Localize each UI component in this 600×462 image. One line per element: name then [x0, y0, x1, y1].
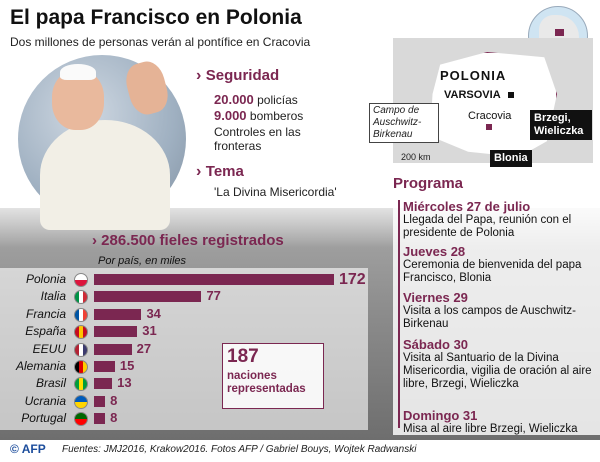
map-city-label: Cracovia [468, 110, 512, 122]
program-day-title: Jueves 28 [403, 244, 466, 259]
chevron-right-icon: › [196, 163, 202, 180]
map-brzegi-label: Brzegi, Wieliczka [530, 110, 592, 140]
flag-icon [74, 307, 88, 322]
bar-value-label: 77 [206, 288, 221, 304]
map-country-label: POLONIA [440, 68, 507, 83]
poland-highlight [555, 29, 564, 36]
footer [0, 440, 600, 462]
program-day-title: Domingo 31 [403, 408, 478, 423]
firefighter-label: bomberos [249, 109, 304, 123]
program-day-title: Sábado 30 [403, 337, 469, 352]
flag-icon [74, 394, 88, 409]
program-day-title: Viernes 29 [403, 290, 468, 305]
bar-chart: Polonia 172 Italia 77 Francia 34 España 31 EEUU 2… [0, 271, 380, 432]
bar [94, 413, 106, 425]
bar [94, 308, 142, 320]
firefighter-value: 9.000 [214, 108, 247, 123]
bar [94, 326, 138, 338]
bar-value-label: 15 [119, 358, 135, 373]
program-day-title: Miércoles 27 de julio [403, 199, 531, 214]
nations-text: naciones representadas [227, 370, 306, 395]
nations-box: 187 naciones representadas [222, 343, 324, 409]
police-label: policías [257, 93, 298, 107]
bar-label: Portugal [21, 411, 66, 426]
police-count: 20.000 policías [214, 92, 298, 107]
nations-number: 187 [227, 346, 259, 367]
capital-marker-icon [508, 92, 514, 98]
flag-icon [74, 412, 88, 427]
program-timeline [398, 200, 400, 428]
flag-icon [74, 325, 88, 340]
program-day: Jueves 28 Ceremonia de bienvenida del pa… [403, 244, 593, 285]
program-day-text: Visita a los campos de Auschwitz-Birkena… [403, 305, 577, 330]
program-day: Viernes 29 Visita a los campos de Auschw… [403, 290, 593, 331]
chart-subtitle: Por país, en miles [98, 255, 187, 267]
tema-title: Tema [205, 163, 244, 180]
pope-robe [40, 120, 170, 230]
flag-icon [74, 290, 88, 305]
bar-value-label: 172 [339, 271, 366, 288]
flag-icon [74, 342, 88, 357]
bar-value-label: 27 [136, 340, 152, 356]
program-day-text: Misa al aire libre Brzegi, Wieliczka [403, 423, 578, 435]
page-title: El papa Francisco en Polonia [10, 6, 302, 29]
pope-head [52, 70, 104, 130]
program-day-text: Visita al Santuario de la Divina Miseric… [403, 352, 592, 390]
seguridad-title: Seguridad [205, 67, 280, 84]
program-day-text: Llegada del Papa, reunión con el preside… [403, 214, 572, 239]
chevron-right-icon: › [92, 232, 97, 249]
bar [94, 343, 132, 355]
program-day: Domingo 31 Misa al aire libre Brzegi, Wi… [403, 408, 593, 436]
firefighter-count: 9.000 bomberos [214, 108, 303, 123]
seguridad-section: › Seguridad [196, 67, 279, 85]
tema-text: 'La Divina Misericordia' [214, 185, 337, 199]
police-value: 20.000 [214, 92, 254, 107]
city-marker-icon [486, 124, 492, 130]
bar-value-label: 31 [142, 323, 157, 339]
map-camp-label: Campo de Auschwitz-Birkenau [369, 103, 439, 143]
flag-icon [74, 360, 88, 374]
footer-sources: Fuentes: JMJ2016, Krakow2016. Fotos AFP … [62, 444, 417, 455]
bar-label: Alemania [15, 359, 66, 373]
program-day: Miércoles 27 de julio Llegada del Papa, … [403, 199, 593, 240]
bar-label: EEUU [32, 341, 66, 356]
chevron-right-icon: › [196, 67, 202, 84]
bar [94, 378, 113, 390]
chart-title: › 286.500 fieles registrados [92, 232, 284, 249]
flag-icon [74, 377, 88, 392]
bar-label: España [25, 324, 66, 339]
bar-value-label: 13 [117, 375, 132, 391]
program-title: Programa [393, 175, 464, 192]
bar-label: Italia [40, 289, 66, 304]
afp-logo: © AFP [10, 442, 46, 456]
bar-label: Brasil [35, 376, 66, 391]
bar [94, 361, 115, 372]
page-subtitle: Dos millones de personas verán al pontíf… [10, 35, 311, 49]
map-capital-label: VARSOVIA [444, 89, 501, 101]
map-blonia-label: Blonia [490, 150, 532, 167]
tema-section: › Tema [196, 163, 244, 181]
border-controls: Controles en las fronteras [214, 125, 301, 153]
bar [94, 274, 334, 285]
pope-zucchetto [60, 64, 96, 80]
bar [94, 395, 106, 407]
bar-label: Polonia [25, 272, 66, 286]
chart-title-text: 286.500 fieles registrados [101, 232, 284, 249]
program-panel [393, 195, 600, 435]
flag-icon [74, 273, 88, 287]
bar-value-label: 8 [110, 410, 118, 426]
bar-value-label: 8 [110, 392, 118, 408]
bar-label: Francia [25, 306, 66, 321]
bar-label: Ucrania [24, 393, 66, 408]
map-scale: 200 km [401, 152, 431, 162]
program-day: Sábado 30 Visita al Santuario de la Divi… [403, 337, 593, 391]
program-day-text: Ceremonia de bienvenida del papa Francis… [403, 259, 582, 284]
bar [94, 291, 202, 303]
bar-value-label: 34 [146, 305, 161, 321]
